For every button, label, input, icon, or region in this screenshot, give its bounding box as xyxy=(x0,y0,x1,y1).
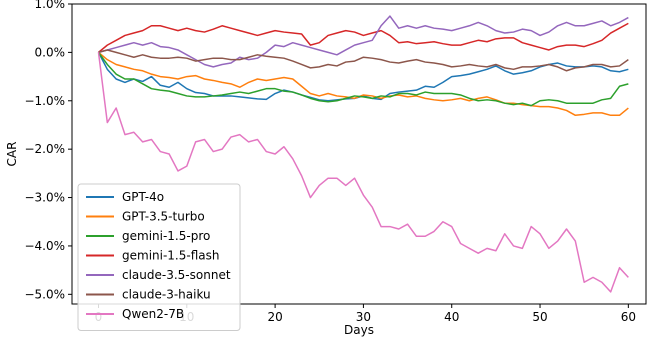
x-tick-label: 20 xyxy=(267,310,282,324)
legend-label: gemini-1.5-flash xyxy=(122,249,219,263)
x-tick-label: 40 xyxy=(444,310,459,324)
legend-label: claude-3.5-sonnet xyxy=(122,268,231,282)
y-axis-label: CAR xyxy=(5,142,19,167)
legend-label: claude-3-haiku xyxy=(122,288,211,302)
series-line-2 xyxy=(97,51,629,107)
y-tick-label: −5.0% xyxy=(24,287,65,301)
legend: GPT-4o GPT-3.5-turbo gemini-1.5-pro gemini-… xyxy=(77,183,241,331)
series-line-0 xyxy=(97,52,629,102)
series-line-4 xyxy=(98,15,629,68)
x-tick-label: 30 xyxy=(356,310,371,324)
y-tick-label: −1.0% xyxy=(24,94,65,108)
series-line-6 xyxy=(97,52,629,293)
series-line-3 xyxy=(98,22,629,53)
series-line-1 xyxy=(98,51,629,117)
series-line-5 xyxy=(98,49,629,72)
y-tick-label: −4.0% xyxy=(24,239,65,253)
x-tick-label: 50 xyxy=(532,310,547,324)
legend-label: Qwen2-7B xyxy=(122,307,184,321)
legend-box xyxy=(77,183,241,331)
y-axis: 1.0% 0.0% −1.0% −2.0% −3.0% −4.0% −5.0% xyxy=(24,0,72,301)
legend-label: gemini-1.5-pro xyxy=(122,229,210,243)
y-tick-label: −2.0% xyxy=(24,142,65,156)
plot-lines xyxy=(97,15,629,293)
x-axis-label: Days xyxy=(344,323,374,337)
y-tick-label: 0.0% xyxy=(35,45,66,59)
legend-label: GPT-4o xyxy=(122,190,164,204)
plot-frame xyxy=(71,3,647,305)
y-tick-label: 1.0% xyxy=(35,0,66,11)
legend-label: GPT-3.5-turbo xyxy=(122,210,205,224)
y-tick-label: −3.0% xyxy=(24,191,65,205)
x-tick-label: 60 xyxy=(621,310,636,324)
